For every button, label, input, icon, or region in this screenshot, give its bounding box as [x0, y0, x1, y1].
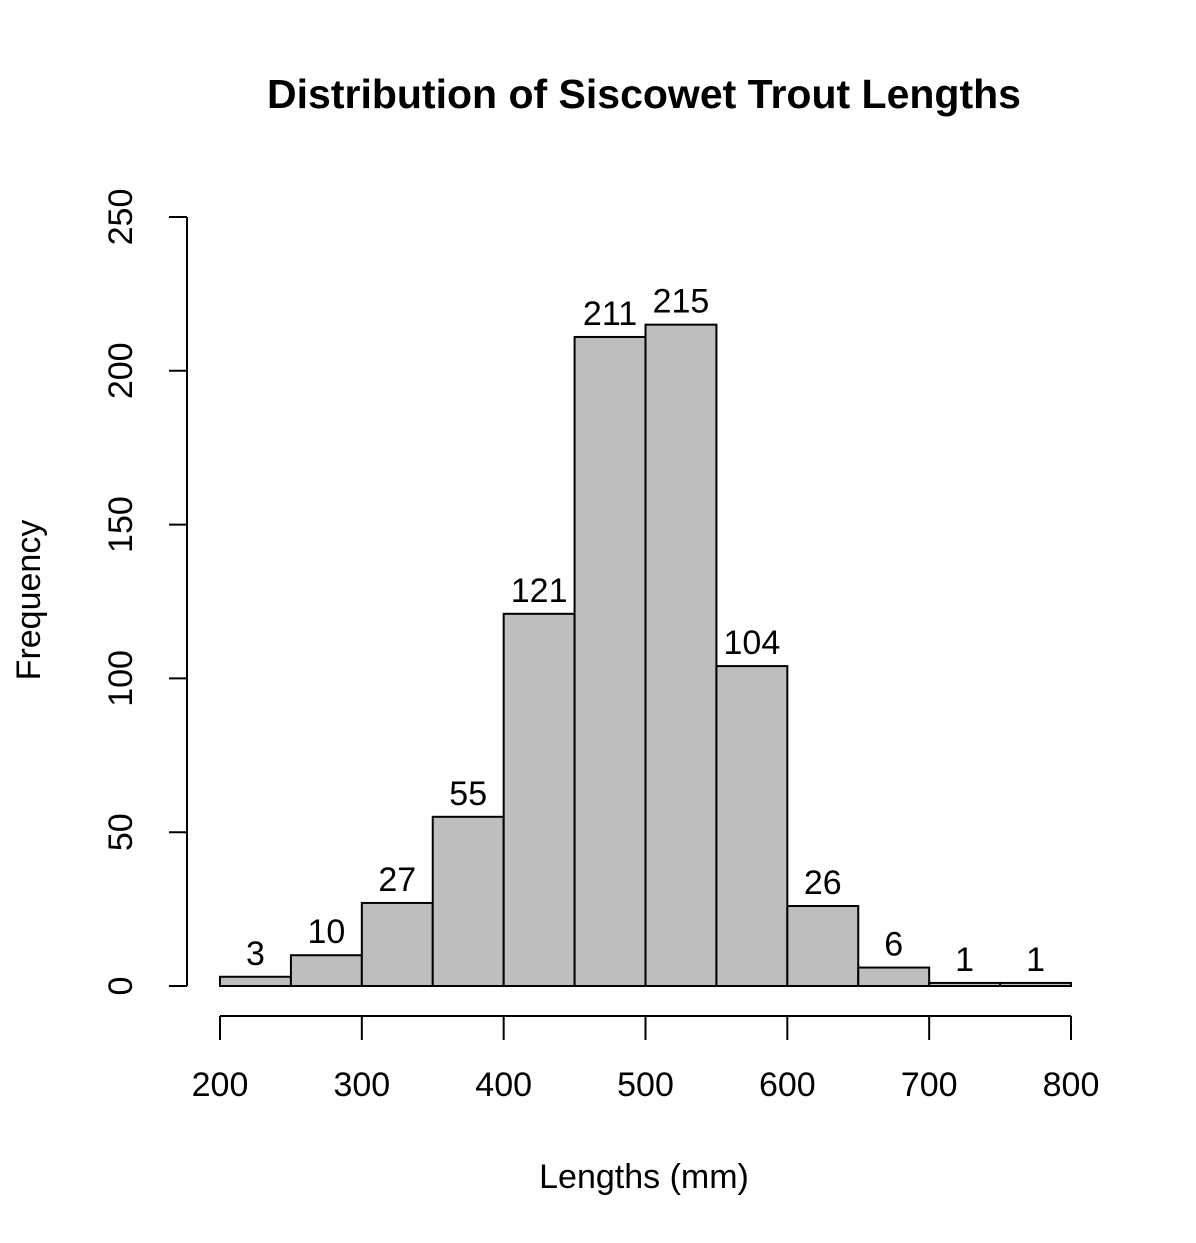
y-axis: 0 50 100 150 200 250 — [102, 189, 188, 996]
x-axis-title: Lengths (mm) — [539, 1158, 749, 1196]
histogram-bar — [857, 966, 931, 988]
x-tick-label: 300 — [333, 1066, 390, 1104]
x-axis: 200 300 400 500 600 700 800 — [192, 1015, 1100, 1104]
bar-count-label: 10 — [307, 913, 345, 951]
bar-count-label: 211 — [583, 295, 637, 333]
x-tick-label: 400 — [475, 1066, 532, 1104]
chart-title: Distribution of Siscowet Trout Lengths — [267, 71, 1021, 117]
y-tick-label: 150 — [102, 496, 140, 553]
histogram-bar — [999, 981, 1072, 988]
histogram-bar — [644, 323, 718, 988]
histogram-bar — [928, 981, 1002, 988]
histogram-bar — [786, 905, 860, 987]
y-tick-label: 200 — [102, 342, 140, 399]
histogram-bar — [289, 954, 363, 987]
x-tick-label: 500 — [617, 1066, 674, 1104]
y-tick-label: 100 — [102, 650, 140, 707]
bar-count-label: 6 — [884, 926, 903, 964]
y-tick-label: 0 — [102, 977, 140, 996]
histogram-bar — [573, 335, 647, 987]
bar-count-label: 26 — [804, 864, 842, 902]
bar-count-label: 215 — [653, 283, 710, 321]
bar-count-label: 121 — [511, 572, 568, 610]
bar-count-label: 1 — [955, 941, 974, 979]
bar-count-label: 104 — [724, 624, 781, 662]
y-tick-label: 250 — [102, 189, 140, 246]
histogram-bar — [219, 975, 292, 987]
y-axis-title: Frequency — [10, 520, 48, 681]
x-tick-label: 800 — [1043, 1066, 1100, 1104]
bar-count-label: 55 — [449, 775, 487, 813]
histogram-bar — [502, 612, 576, 988]
histogram-bar — [715, 665, 789, 987]
bar-labels-group: 3 10 27 55 121 211 215 104 26 6 1 1 — [246, 283, 1045, 979]
histogram-bar — [360, 901, 434, 987]
x-tick-label: 600 — [759, 1066, 816, 1104]
bar-count-label: 3 — [246, 935, 265, 973]
y-tick-label: 50 — [102, 813, 140, 851]
histogram-bar — [431, 815, 505, 987]
x-tick-label: 200 — [192, 1066, 249, 1104]
bar-count-label: 1 — [1026, 941, 1045, 979]
x-tick-label: 700 — [901, 1066, 958, 1104]
bar-count-label: 27 — [378, 861, 416, 899]
bars-group — [219, 323, 1072, 988]
